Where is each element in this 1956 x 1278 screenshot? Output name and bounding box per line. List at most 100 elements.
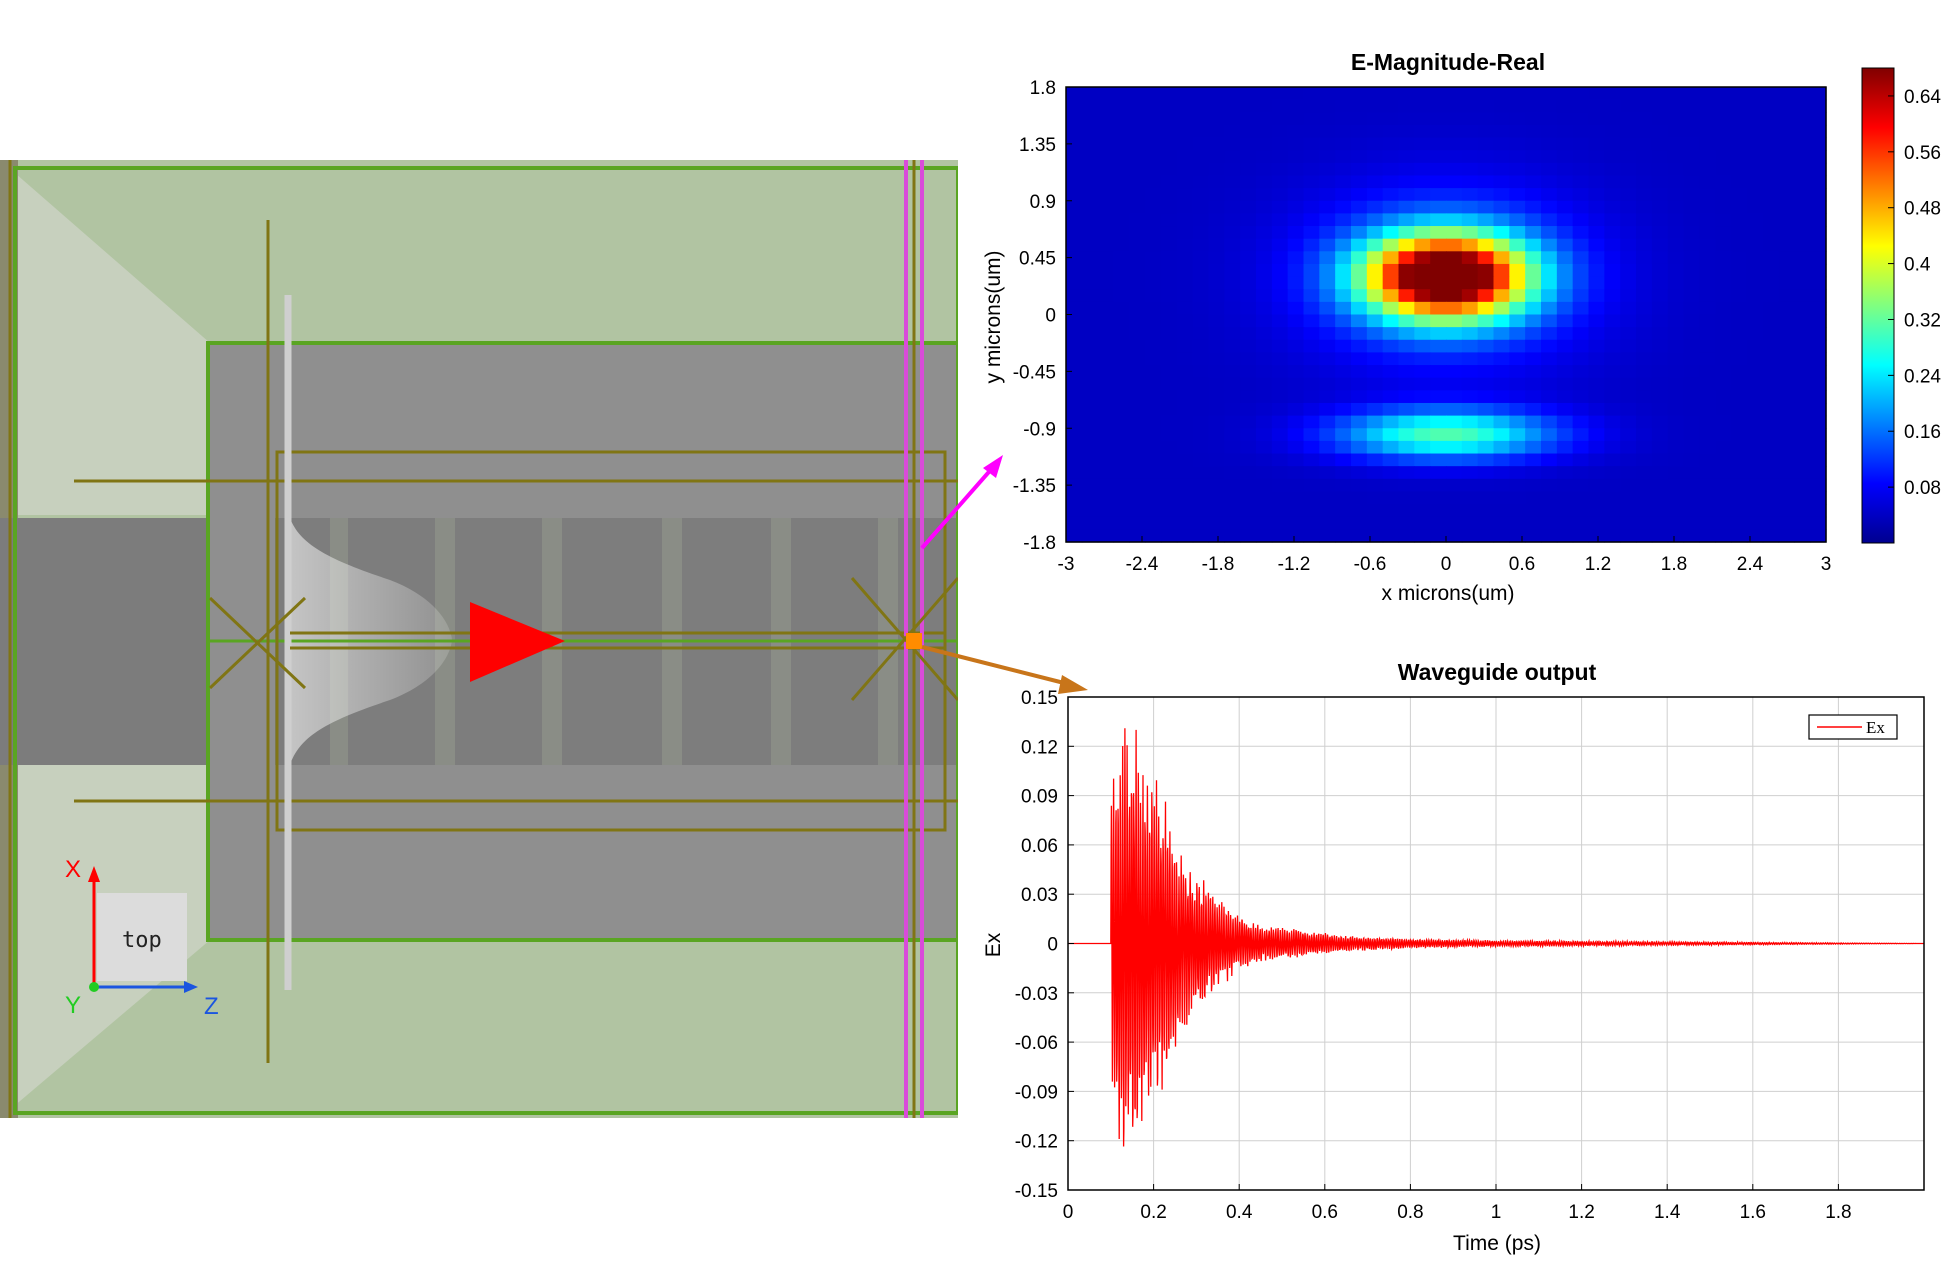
heatmap-cell [1556,365,1574,379]
heatmap-cell [1224,428,1241,442]
heatmap-cell [1097,440,1115,455]
heatmap-cell [1256,188,1273,202]
heatmap-cell [1525,453,1542,467]
heatmap-cell [1208,377,1225,391]
heatmap-cell [1731,314,1748,328]
heatmap-cell [1810,327,1827,341]
heatmap-cell [1208,504,1225,518]
view-label-box[interactable] [97,893,187,981]
heatmap-cell [1176,124,1194,139]
heatmap-cell [1097,200,1115,214]
heatmap-cell [1081,112,1099,126]
heatmap-cell [1651,339,1669,354]
heatmap-cell [1715,440,1732,455]
heatmap-cell [1351,453,1368,467]
source-direction-arrow[interactable] [470,602,565,682]
heatmap-cell [1192,87,1210,101]
heatmap-cell [1414,504,1431,518]
heatmap-cell [1651,124,1669,139]
heatmap-cell [1572,453,1590,467]
heatmap-cell [1588,339,1605,354]
heatmap-cell [1256,327,1273,341]
heatmap-cell [1715,504,1732,518]
layout-viewport[interactable]: top X Y Z [0,160,958,1118]
heatmap-cell [1525,314,1542,328]
heatmap-cell [1762,440,1780,455]
heatmap-cell [1256,87,1273,101]
heatmap-cell [1636,516,1653,530]
heatmap-cell [1351,415,1368,429]
heatmap-cell [1271,137,1289,151]
heatmap-cell [1746,226,1764,240]
heatmap-cell [1351,301,1368,316]
heatmap-cell [1556,428,1574,442]
heatmap-cell [1715,377,1732,391]
heatmap-cell [1287,263,1305,278]
heatmap-cell [1366,150,1384,164]
heatmap-cell [1256,150,1273,164]
heatmap-cell [1699,516,1716,530]
heatmap-cell [1113,516,1130,530]
heatmap-cell [1161,529,1178,543]
heatmap-cell [1224,314,1241,328]
heatmap-cell [1446,112,1463,126]
heatmap-cell [1240,301,1257,316]
heatmap-cell [1113,289,1130,303]
heatmap-cell [1731,453,1748,467]
heatmap-cell [1778,491,1795,505]
heatmap-cell [1303,99,1320,113]
heatmap-cell [1430,251,1447,265]
heatmap-cell [1477,478,1495,493]
heatmap-cell [1461,213,1479,227]
heatmap-cell [1240,466,1257,480]
heatmap-cell [1604,529,1621,543]
heatmap-cell [1461,188,1479,202]
heatmap-cell [1794,491,1811,505]
heatmap-cell [1509,402,1526,417]
heatmap-cell [1224,276,1241,290]
heatmap-cell [1176,301,1194,316]
heatmap-cell [1145,175,1162,189]
heatmap-cell [1556,466,1574,480]
heatmap-cell [1493,251,1510,265]
heatmap-cell [1556,453,1574,467]
heatmap-cell [1145,516,1162,530]
heatmap-cell [1176,327,1194,341]
heatmap-cell [1636,289,1653,303]
heatmap-cell [1572,504,1590,518]
heatmap-cell [1731,112,1748,126]
heatmap-cell [1525,150,1542,164]
heatmap-cell [1461,390,1479,404]
heatmap-cell [1398,440,1415,455]
heatmap-cell [1161,200,1178,214]
heatmap-cell [1461,150,1479,164]
heatmap-cell [1556,415,1574,429]
heatmap-cell [1461,504,1479,518]
heatmap-cell [1667,377,1685,391]
heatmap-cell [1366,390,1384,404]
time-monitor-point[interactable] [906,633,922,649]
heatmap-cell [1541,137,1558,151]
heatmap-cell [1636,466,1653,480]
heatmap-x-tick-label: 0 [1441,554,1452,575]
heatmap-cell [1746,377,1764,391]
heatmap-cell [1461,226,1479,240]
heatmap-cell [1176,162,1194,177]
heatmap-cell [1161,402,1178,417]
heatmap-cell [1556,150,1574,164]
heatmap-cell [1161,365,1178,379]
line-legend[interactable]: Ex [1808,714,1898,740]
heatmap-cell [1493,314,1510,328]
heatmap-cell [1556,377,1574,391]
heatmap-cell [1541,175,1558,189]
heatmap-cell [1636,352,1653,366]
heatmap-x-tick-label: 1.2 [1585,554,1611,575]
heatmap-cell [1398,289,1415,303]
heatmap-cell [1651,226,1669,240]
heatmap-cell [1414,213,1431,227]
heatmap-cell [1525,402,1542,417]
heatmap-cell [1556,529,1574,543]
heatmap-cell [1794,402,1811,417]
heatmap-cell [1129,162,1146,177]
heatmap-cell [1477,352,1495,366]
